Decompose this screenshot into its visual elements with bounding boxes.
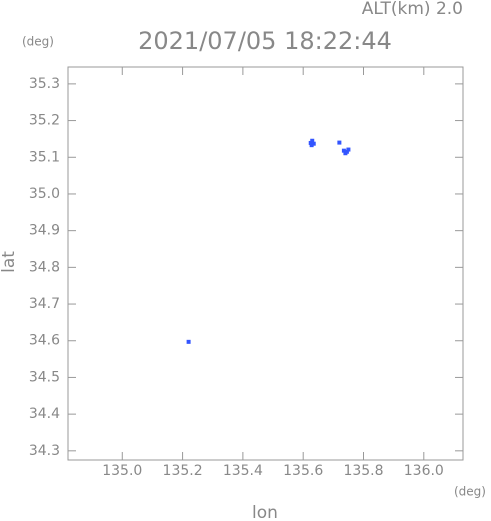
y-tick-label: 34.5 (29, 369, 60, 385)
x-unit: (deg) (454, 485, 486, 499)
subtitle: ALT(km) 2.0 (362, 0, 463, 19)
plot-frame (67, 66, 464, 461)
echo-point (346, 147, 351, 152)
echo-point (308, 140, 313, 145)
x-tick-label: 136.0 (404, 463, 444, 479)
y-tick-label: 35.1 (29, 149, 60, 165)
y-axis-label: lat (0, 251, 19, 273)
echo-point (341, 148, 346, 153)
echo-point (186, 339, 191, 344)
x-tick-label: 135.0 (102, 463, 142, 479)
chart-title: 2021/07/05 18:22:44 (138, 27, 392, 55)
y-unit: (deg) (22, 35, 54, 49)
echo-point (310, 138, 315, 143)
y-tick-label: 35.0 (29, 186, 60, 202)
x-tick-label: 135.2 (163, 463, 203, 479)
y-tick-label: 34.6 (29, 333, 60, 349)
y-tick-label: 34.3 (29, 443, 60, 459)
x-tick-label: 135.6 (283, 463, 323, 479)
y-tick-label: 35.3 (29, 76, 60, 92)
y-tick-label: 34.4 (29, 406, 60, 422)
echo-point (337, 140, 342, 145)
y-tick-label: 34.8 (29, 259, 60, 275)
echo-point (343, 151, 348, 156)
echo-point (309, 143, 314, 148)
y-tick-label: 34.9 (29, 223, 60, 239)
x-axis-label: lon (252, 503, 278, 521)
y-tick-label: 35.2 (29, 113, 60, 129)
x-tick-label: 135.8 (343, 463, 383, 479)
x-tick-label: 135.4 (223, 463, 263, 479)
y-tick-label: 34.7 (29, 296, 60, 312)
echo-point (311, 141, 316, 146)
